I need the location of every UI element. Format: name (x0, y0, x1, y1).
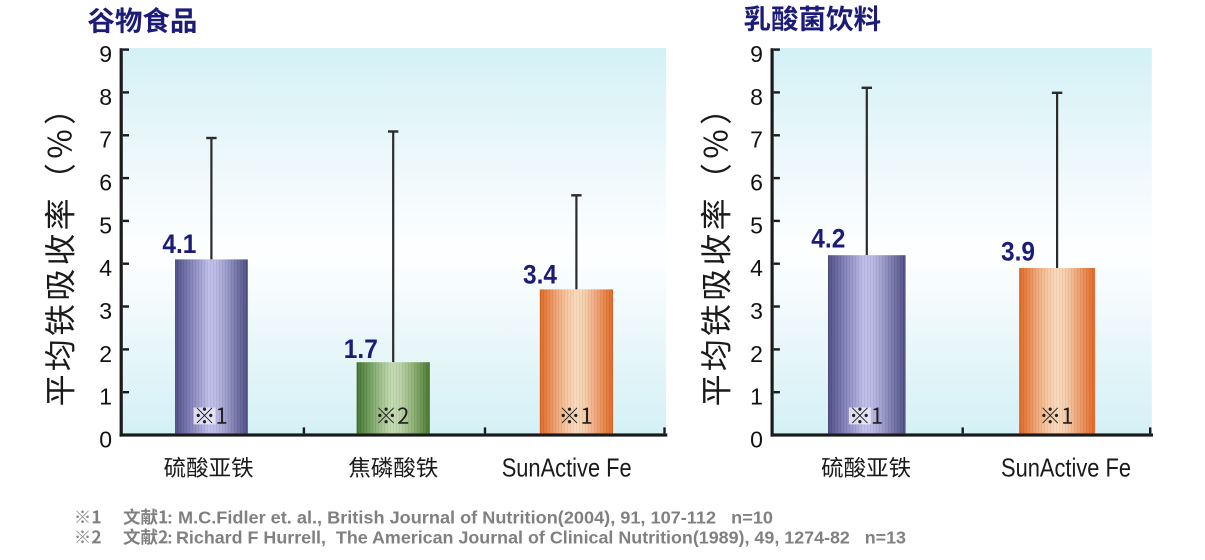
svg-text:4: 4 (750, 255, 763, 281)
svg-text:9: 9 (99, 41, 112, 67)
svg-text:M.C.Fidler et. al., British Jo: M.C.Fidler et. al., British Journal of N… (178, 507, 773, 527)
svg-text:4.2: 4.2 (811, 224, 845, 254)
svg-text:8: 8 (99, 84, 112, 110)
svg-text:SunActive Fe: SunActive Fe (502, 453, 632, 483)
svg-text:8: 8 (750, 84, 763, 110)
svg-text::: : (167, 527, 173, 547)
svg-text:5: 5 (750, 212, 763, 238)
svg-text:6: 6 (750, 170, 763, 196)
svg-text:2: 2 (750, 341, 763, 367)
svg-text:1.7: 1.7 (344, 334, 378, 364)
svg-text:3: 3 (99, 298, 112, 324)
svg-text:6: 6 (99, 170, 112, 196)
svg-text:4.1: 4.1 (162, 229, 196, 259)
svg-text:9: 9 (750, 41, 763, 67)
svg-text:0: 0 (750, 426, 763, 452)
svg-text:1: 1 (99, 384, 112, 410)
svg-text:3.4: 3.4 (523, 259, 557, 289)
svg-text:1: 1 (750, 384, 763, 410)
svg-text:7: 7 (750, 127, 763, 153)
svg-text:2: 2 (99, 341, 112, 367)
svg-text:Richard F Hurrell, The Americ: Richard F Hurrell, The American Journal … (176, 527, 906, 547)
svg-text:7: 7 (99, 127, 112, 153)
svg-text::: : (167, 507, 173, 527)
svg-text:SunActive Fe: SunActive Fe (1001, 453, 1131, 483)
svg-text:4: 4 (99, 255, 112, 281)
svg-text:0: 0 (99, 426, 112, 452)
svg-text:3.9: 3.9 (1001, 236, 1035, 266)
svg-text:3: 3 (750, 298, 763, 324)
svg-text:5: 5 (99, 212, 112, 238)
